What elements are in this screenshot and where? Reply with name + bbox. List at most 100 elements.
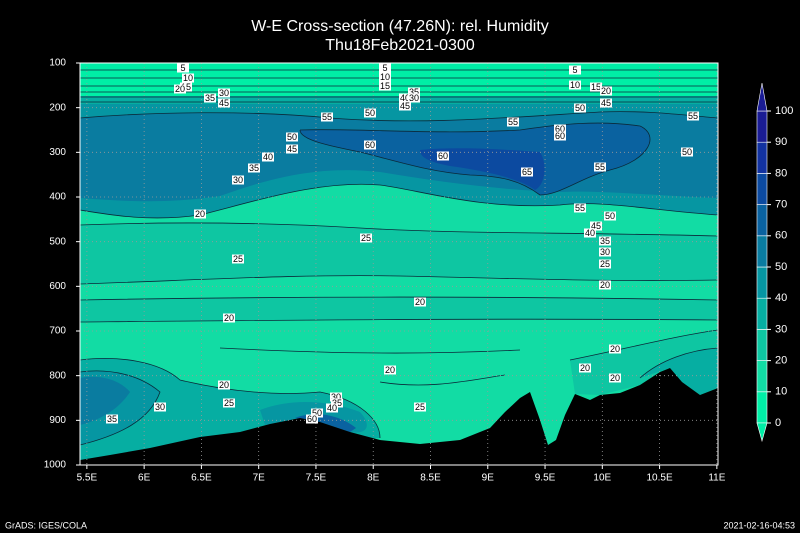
footer-left: GrADS: IGES/COLA <box>5 520 87 530</box>
contour-label: 55 <box>508 117 518 127</box>
colorbar-segment <box>756 391 768 424</box>
contour-label-bg <box>408 87 420 97</box>
contour-line <box>569 329 719 361</box>
colorbar-tick-label: 100 <box>775 105 793 117</box>
contour-label-bg <box>311 408 323 418</box>
y-tick-label: 300 <box>49 147 66 158</box>
contour-label-bg <box>521 167 533 177</box>
contour-line <box>79 275 719 285</box>
colorbar-tick-label: 50 <box>775 261 787 273</box>
contour-label-bg <box>554 124 566 134</box>
contour-label-bg <box>223 398 235 408</box>
contour-label: 55 <box>688 111 698 121</box>
contour-label-bg <box>384 365 396 375</box>
contour-label: 35 <box>249 163 259 173</box>
contour-label-bg <box>507 117 519 127</box>
contour-labels: 5101520353045510154035304550555560605051… <box>106 63 699 424</box>
contour-label-bg <box>331 398 343 408</box>
colorbar-tick-label: 30 <box>775 323 787 335</box>
y-tick-label: 800 <box>49 370 66 381</box>
x-tick-label: 8.5E <box>420 473 441 484</box>
contour-label: 25 <box>600 259 610 269</box>
contour-label: 10 <box>380 72 390 82</box>
contour-line <box>379 374 506 386</box>
contour-label: 60 <box>365 140 375 150</box>
contour-label-bg <box>232 254 244 264</box>
contour-label-bg <box>681 147 693 157</box>
colorbar-segment <box>756 110 768 143</box>
contour-label-bg <box>437 151 449 161</box>
contour-label-bg <box>223 313 235 323</box>
contour-label: 25 <box>224 398 234 408</box>
x-tick-label: 9E <box>482 473 495 484</box>
contour-label: 65 <box>522 167 532 177</box>
contour-label-bg <box>154 402 166 412</box>
colorbar-segment <box>756 141 768 174</box>
contour-label: 20 <box>195 209 205 219</box>
contour-line <box>79 370 161 446</box>
contour-label: 45 <box>400 101 410 111</box>
contour-label: 20 <box>601 86 611 96</box>
contour-label: 60 <box>438 151 448 161</box>
contour-label-bg <box>599 247 611 257</box>
contour-label-bg <box>286 132 298 142</box>
contour-label-bg <box>204 93 216 103</box>
colorbar-tick-label: 90 <box>775 136 787 148</box>
contour-label: 45 <box>287 144 297 154</box>
colorbar: 0 10 20 30 40 50 60 70 80 90 100 <box>756 82 793 443</box>
contour-line <box>79 318 719 323</box>
contour-label: 50 <box>605 211 615 221</box>
humidity-fill <box>640 348 718 395</box>
humidity-fill <box>80 63 718 96</box>
colorbar-segment <box>756 204 768 237</box>
colorbar-segment <box>756 360 768 393</box>
contour-label: 50 <box>312 408 322 418</box>
contour-label-bg <box>218 380 230 390</box>
colorbar-tick-label: 70 <box>775 199 787 211</box>
contour-line <box>79 296 719 301</box>
contour-label-bg <box>408 93 420 103</box>
colorbar-segment <box>756 266 768 299</box>
colorbar-segment <box>756 173 768 205</box>
contour-label: 50 <box>365 108 375 118</box>
y-tick-label: 200 <box>49 102 66 113</box>
contour-line <box>79 111 719 122</box>
colorbar-tick-label: 20 <box>775 355 787 367</box>
x-tick-label: 9.5E <box>535 473 556 484</box>
contour-label-bg <box>106 414 118 424</box>
y-tick-label: 100 <box>49 58 66 69</box>
contour-label-bg <box>569 65 581 75</box>
contour-label: 50 <box>575 103 585 113</box>
contour-label: 55 <box>595 162 605 172</box>
plot-frame <box>79 62 719 466</box>
contour-label-bg <box>306 414 318 424</box>
x-tick-label: 7E <box>253 473 266 484</box>
grid <box>80 62 718 466</box>
contour-label: 30 <box>155 402 165 412</box>
colorbar-tick-label: 40 <box>775 292 787 304</box>
contour-label-bg <box>599 280 611 290</box>
contour-label: 35 <box>107 414 117 424</box>
colorbar-segment <box>756 235 768 268</box>
contour-label: 45 <box>601 98 611 108</box>
contour-label: 35 <box>332 398 342 408</box>
contour-label-bg <box>579 363 591 373</box>
contour-label-bg <box>218 88 230 98</box>
x-tick-label: 10E <box>593 473 611 484</box>
x-tick-label: 6E <box>138 473 151 484</box>
colorbar-tick-label: 10 <box>775 386 787 398</box>
contour-label: 5 <box>382 63 387 73</box>
colorbar-segment <box>756 297 768 330</box>
contour-label-bg <box>330 392 342 402</box>
contour-label: 20 <box>175 84 185 94</box>
humidity-fill <box>80 297 718 322</box>
contour-label-bg <box>364 140 376 150</box>
contour-label-bg <box>414 402 426 412</box>
contour-label-bg <box>590 221 602 231</box>
contour-label-bg <box>687 111 699 121</box>
contour-label-bg <box>574 103 586 113</box>
contour-label: 10 <box>183 73 193 83</box>
contour-label-bg <box>600 98 612 108</box>
y-tick-label: 600 <box>49 281 66 292</box>
contour-label: 15 <box>591 82 601 92</box>
